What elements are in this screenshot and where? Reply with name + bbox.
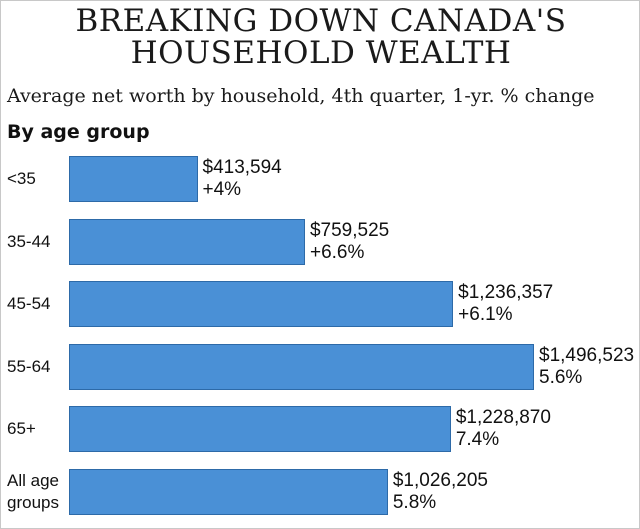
chart-title-line-2: HOUSEHOLD WEALTH bbox=[130, 35, 512, 71]
change-label: +6.1% bbox=[458, 304, 513, 325]
value-label: $1,026,205 bbox=[392, 469, 488, 491]
change-label: 5.6% bbox=[539, 366, 583, 388]
bar bbox=[69, 406, 451, 452]
category-label: 55-64 bbox=[7, 356, 51, 376]
category-label: All age groups bbox=[7, 470, 59, 512]
category-label: 45-54 bbox=[7, 294, 51, 313]
value-label: $759,525 bbox=[309, 219, 390, 241]
bar bbox=[69, 343, 534, 390]
bar bbox=[69, 218, 305, 265]
value-label: $1,228,870 bbox=[455, 407, 551, 428]
category-label: <35 bbox=[7, 169, 36, 188]
value-label: $1,236,357 bbox=[458, 282, 554, 303]
change-label: 5.8% bbox=[392, 491, 437, 513]
group-heading: By age group bbox=[7, 121, 150, 143]
category-label: 65+ bbox=[7, 419, 36, 438]
bar bbox=[69, 468, 388, 515]
bar bbox=[69, 281, 454, 327]
chart-subtitle: Average net worth by household, 4th quar… bbox=[7, 85, 595, 107]
value-label: $413,594 bbox=[202, 157, 282, 178]
bar bbox=[69, 156, 198, 202]
chart-title-line-1: BREAKING DOWN CANADA'S bbox=[75, 3, 567, 39]
value-label: $1,496,523 bbox=[539, 344, 635, 366]
change-label: +4% bbox=[202, 179, 242, 200]
change-label: +6.6% bbox=[309, 241, 365, 263]
category-label: 35-44 bbox=[7, 231, 51, 251]
change-label: 7.4% bbox=[455, 429, 500, 450]
